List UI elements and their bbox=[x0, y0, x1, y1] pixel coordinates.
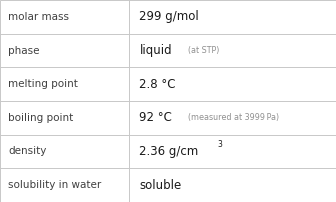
Text: (at STP): (at STP) bbox=[187, 46, 219, 55]
Text: molar mass: molar mass bbox=[8, 12, 70, 22]
Text: boiling point: boiling point bbox=[8, 113, 74, 123]
Text: melting point: melting point bbox=[8, 79, 78, 89]
Text: 299 g/mol: 299 g/mol bbox=[139, 10, 199, 23]
Text: 2.36 g/cm: 2.36 g/cm bbox=[139, 145, 199, 158]
Text: 92 °C: 92 °C bbox=[139, 111, 172, 124]
Text: solubility in water: solubility in water bbox=[8, 180, 102, 190]
Text: phase: phase bbox=[8, 45, 40, 56]
Text: 3: 3 bbox=[217, 140, 222, 149]
Text: density: density bbox=[8, 146, 47, 157]
Text: soluble: soluble bbox=[139, 179, 182, 192]
Text: 2.8 °C: 2.8 °C bbox=[139, 78, 176, 91]
Text: liquid: liquid bbox=[139, 44, 172, 57]
Text: (measured at 3999 Pa): (measured at 3999 Pa) bbox=[188, 113, 279, 122]
